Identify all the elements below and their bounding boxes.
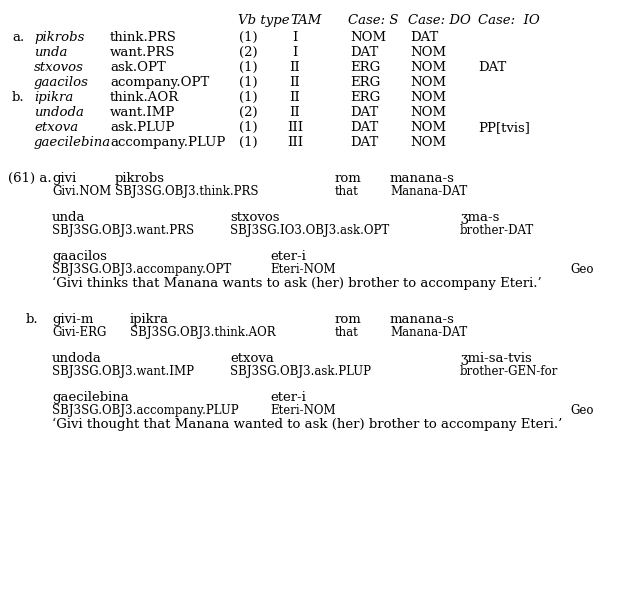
Text: Geo: Geo	[570, 263, 593, 276]
Text: NOM: NOM	[410, 46, 446, 59]
Text: ask.PLUP: ask.PLUP	[110, 121, 174, 134]
Text: (1): (1)	[239, 31, 257, 44]
Text: eter-i: eter-i	[270, 250, 306, 263]
Text: acompany.OPT: acompany.OPT	[110, 76, 210, 89]
Text: pikrobs: pikrobs	[34, 31, 84, 44]
Text: ipikra: ipikra	[130, 313, 169, 326]
Text: ‘Givi thought that Manana wanted to ask (her) brother to accompany Eteri.’: ‘Givi thought that Manana wanted to ask …	[52, 418, 562, 431]
Text: (1): (1)	[239, 76, 257, 89]
Text: eter-i: eter-i	[270, 391, 306, 404]
Text: Eteri-NOM: Eteri-NOM	[270, 263, 335, 276]
Text: undoda: undoda	[52, 352, 102, 365]
Text: II: II	[290, 91, 300, 104]
Text: SBJ3SG.OBJ3.want.IMP: SBJ3SG.OBJ3.want.IMP	[52, 365, 194, 378]
Text: ERG: ERG	[350, 76, 380, 89]
Text: NOM: NOM	[410, 76, 446, 89]
Text: that: that	[335, 185, 359, 198]
Text: gaecilebina: gaecilebina	[34, 136, 111, 149]
Text: ʒmi-sa-tvis: ʒmi-sa-tvis	[460, 352, 532, 365]
Text: ERG: ERG	[350, 61, 380, 74]
Text: stxovos: stxovos	[230, 211, 280, 224]
Text: DAT: DAT	[410, 31, 438, 44]
Text: SBJ3SG.IO3.OBJ3.ask.OPT: SBJ3SG.IO3.OBJ3.ask.OPT	[230, 224, 389, 237]
Text: Geo: Geo	[570, 404, 593, 417]
Text: III: III	[287, 136, 303, 149]
Text: givi-m: givi-m	[52, 313, 94, 326]
Text: Vb type: Vb type	[238, 14, 290, 27]
Text: want.PRS: want.PRS	[110, 46, 175, 59]
Text: SBJ3SG.OBJ3.accompany.PLUP: SBJ3SG.OBJ3.accompany.PLUP	[52, 404, 239, 417]
Text: Givi.NOM: Givi.NOM	[52, 185, 111, 198]
Text: II: II	[290, 76, 300, 89]
Text: gaacilos: gaacilos	[34, 76, 89, 89]
Text: (61) a.: (61) a.	[8, 172, 51, 185]
Text: etxova: etxova	[230, 352, 274, 365]
Text: b.: b.	[12, 91, 25, 104]
Text: NOM: NOM	[350, 31, 386, 44]
Text: SBJ3SG.OBJ3.think.AOR: SBJ3SG.OBJ3.think.AOR	[130, 326, 276, 339]
Text: etxova: etxova	[34, 121, 78, 134]
Text: I: I	[292, 46, 298, 59]
Text: SBJ3SG.OBJ3.want.PRS: SBJ3SG.OBJ3.want.PRS	[52, 224, 194, 237]
Text: that: that	[335, 326, 359, 339]
Text: NOM: NOM	[410, 91, 446, 104]
Text: Manana-DAT: Manana-DAT	[390, 326, 467, 339]
Text: SBJ3SG.OBJ3.think.PRS: SBJ3SG.OBJ3.think.PRS	[115, 185, 259, 198]
Text: ask.OPT: ask.OPT	[110, 61, 166, 74]
Text: givi: givi	[52, 172, 76, 185]
Text: Eteri-NOM: Eteri-NOM	[270, 404, 335, 417]
Text: gaecilebina: gaecilebina	[52, 391, 129, 404]
Text: stxovos: stxovos	[34, 61, 84, 74]
Text: (1): (1)	[239, 136, 257, 149]
Text: (1): (1)	[239, 121, 257, 134]
Text: NOM: NOM	[410, 61, 446, 74]
Text: ʒma-s: ʒma-s	[460, 211, 499, 224]
Text: NOM: NOM	[410, 136, 446, 149]
Text: undoda: undoda	[34, 106, 84, 119]
Text: ERG: ERG	[350, 91, 380, 104]
Text: (2): (2)	[239, 46, 257, 59]
Text: DAT: DAT	[350, 136, 378, 149]
Text: III: III	[287, 121, 303, 134]
Text: Givi-ERG: Givi-ERG	[52, 326, 107, 339]
Text: DAT: DAT	[350, 121, 378, 134]
Text: I: I	[292, 31, 298, 44]
Text: Manana-DAT: Manana-DAT	[390, 185, 467, 198]
Text: ‘Givi thinks that Manana wants to ask (her) brother to accompany Eteri.’: ‘Givi thinks that Manana wants to ask (h…	[52, 277, 542, 291]
Text: (1): (1)	[239, 91, 257, 104]
Text: brother-GEN-for: brother-GEN-for	[460, 365, 559, 378]
Text: DAT: DAT	[350, 46, 378, 59]
Text: accompany.PLUP: accompany.PLUP	[110, 136, 226, 149]
Text: rom: rom	[335, 172, 361, 185]
Text: (1): (1)	[239, 61, 257, 74]
Text: manana-s: manana-s	[390, 313, 455, 326]
Text: PP[tvis]: PP[tvis]	[478, 121, 530, 134]
Text: DAT: DAT	[478, 61, 507, 74]
Text: TAM: TAM	[290, 14, 321, 27]
Text: unda: unda	[34, 46, 68, 59]
Text: brother-DAT: brother-DAT	[460, 224, 534, 237]
Text: Case: DO: Case: DO	[408, 14, 471, 27]
Text: gaacilos: gaacilos	[52, 250, 107, 263]
Text: a.: a.	[12, 31, 24, 44]
Text: SBJ3SG.OBJ3.accompany.OPT: SBJ3SG.OBJ3.accompany.OPT	[52, 263, 231, 276]
Text: rom: rom	[335, 313, 361, 326]
Text: NOM: NOM	[410, 106, 446, 119]
Text: SBJ3SG.OBJ3.ask.PLUP: SBJ3SG.OBJ3.ask.PLUP	[230, 365, 371, 378]
Text: pikrobs: pikrobs	[115, 172, 165, 185]
Text: ipikra: ipikra	[34, 91, 73, 104]
Text: b.: b.	[26, 313, 38, 326]
Text: NOM: NOM	[410, 121, 446, 134]
Text: II: II	[290, 61, 300, 74]
Text: Case: S: Case: S	[348, 14, 399, 27]
Text: Case:  IO: Case: IO	[478, 14, 540, 27]
Text: manana-s: manana-s	[390, 172, 455, 185]
Text: DAT: DAT	[350, 106, 378, 119]
Text: think.AOR: think.AOR	[110, 91, 179, 104]
Text: unda: unda	[52, 211, 86, 224]
Text: II: II	[290, 106, 300, 119]
Text: think.PRS: think.PRS	[110, 31, 177, 44]
Text: want.IMP: want.IMP	[110, 106, 175, 119]
Text: (2): (2)	[239, 106, 257, 119]
